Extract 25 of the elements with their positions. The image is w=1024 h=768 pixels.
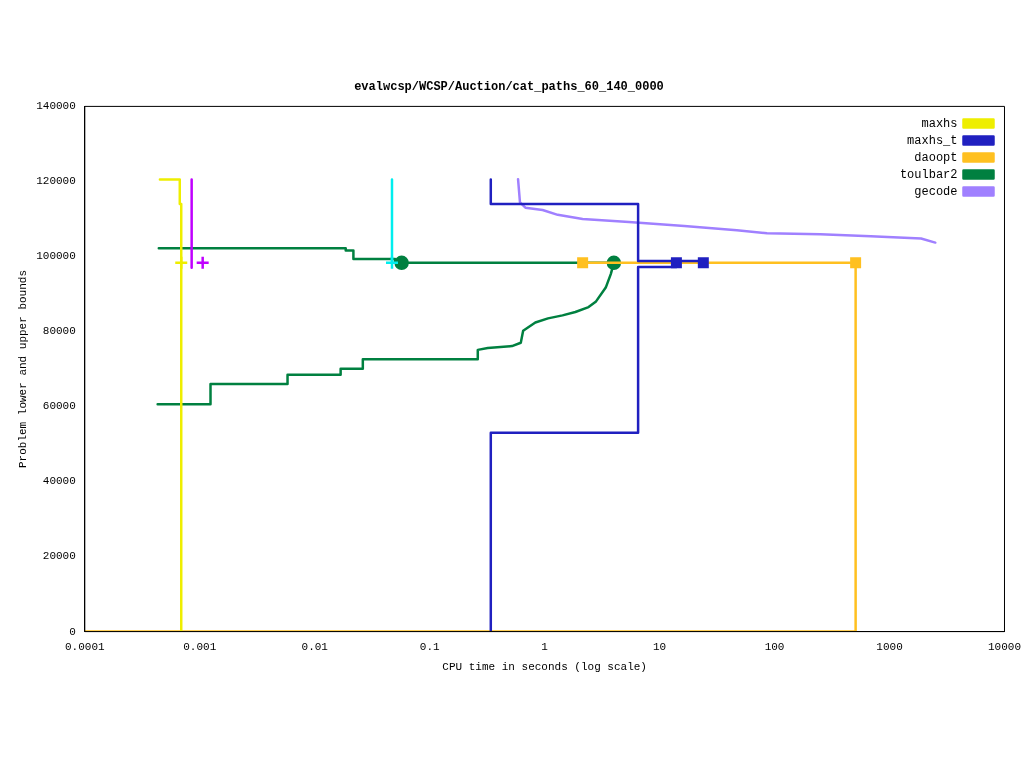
y-tick-label: 0 <box>69 625 76 638</box>
y-tick-label: 100000 <box>36 250 76 263</box>
x-tick-label: 1000 <box>876 641 903 654</box>
y-axis-title: Problem lower and upper bounds <box>16 269 29 469</box>
x-tick-label: 10 <box>653 641 667 654</box>
y-tick-label: 80000 <box>42 325 76 338</box>
y-tick-label: 40000 <box>42 475 76 488</box>
legend-label: maxhs_t <box>907 133 958 148</box>
x-tick-label: 0.0001 <box>65 641 106 654</box>
y-tick-label: 120000 <box>36 175 76 188</box>
legend-label: daoopt <box>914 150 958 165</box>
x-tick-label: 10000 <box>987 641 1022 654</box>
y-tick-label: 60000 <box>42 400 76 413</box>
legend-label: maxhs <box>921 116 958 131</box>
legend-label: toulbar2 <box>899 167 958 182</box>
x-tick-label: 0.01 <box>301 641 329 654</box>
x-tick-label: 100 <box>764 641 785 654</box>
x-tick-label: 0.1 <box>419 641 440 654</box>
y-tick-label: 140000 <box>36 100 76 113</box>
x-tick-label: 1 <box>541 641 549 654</box>
y-tick-label: 20000 <box>42 550 76 563</box>
x-axis-title: CPU time in seconds (log scale) <box>442 661 647 674</box>
legend-label: gecode <box>914 184 958 199</box>
chart-title: evalwcsp/WCSP/Auction/cat_paths_60_140_0000 <box>354 80 664 95</box>
x-tick-label: 0.001 <box>183 641 217 654</box>
